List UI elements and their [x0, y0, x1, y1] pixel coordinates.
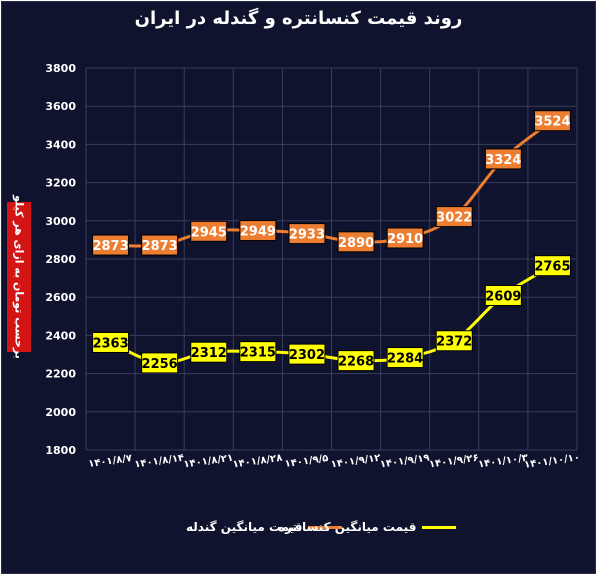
data-label-concentrate: 2302	[289, 348, 325, 363]
x-tick-label: ۱۴۰۱/۸/۲۱	[183, 453, 234, 471]
x-tick-label: ۱۴۰۱/۹/۵	[284, 453, 329, 470]
y-tick-label: 3600	[45, 100, 76, 113]
data-label-pellet: 2873	[142, 239, 178, 254]
y-axis-label-box	[7, 202, 31, 352]
data-label-box-pellet	[435, 206, 473, 228]
data-label-box-concentrate	[533, 255, 571, 277]
y-tick-label: 3000	[45, 215, 76, 228]
y-tick-label: 3200	[45, 177, 76, 190]
x-tick-label: ۱۴۰۱/۸/۲۸	[232, 453, 283, 471]
data-label-box-pellet	[337, 231, 375, 253]
data-label-box-concentrate	[288, 343, 326, 365]
data-label-concentrate: 2268	[338, 355, 374, 370]
y-tick-label: 2000	[45, 406, 76, 419]
legend-swatch-concentrate	[422, 525, 457, 529]
data-label-box-pellet	[386, 227, 424, 249]
y-tick-label: 2400	[45, 329, 76, 342]
data-label-box-concentrate	[337, 350, 375, 372]
x-tick-label: ۱۴۰۱/۹/۱۹	[379, 453, 430, 471]
data-label-box-concentrate	[239, 341, 277, 363]
legend-item-pellet: قیمت میانگین گندله	[186, 520, 343, 534]
legend-label-concentrate: قیمت میانگین کنسانتره	[278, 520, 417, 534]
data-label-box-pellet	[484, 148, 522, 170]
data-label-box-pellet	[533, 110, 571, 132]
data-label-pellet: 2949	[240, 225, 276, 240]
series-line-pellet	[109, 119, 554, 248]
data-label-pellet: 2945	[191, 225, 227, 240]
data-label-box-concentrate	[484, 284, 522, 306]
y-tick-label: 2800	[45, 253, 76, 266]
data-label-pellet: 3524	[534, 115, 570, 130]
data-label-concentrate: 2363	[92, 336, 128, 351]
data-label-pellet: 2910	[387, 232, 423, 247]
data-label-concentrate: 2256	[142, 357, 178, 372]
y-tick-label: 3400	[45, 138, 76, 151]
data-label-pellet: 3022	[436, 211, 472, 226]
x-tick-label: ۱۴۰۱/۹/۲۶	[428, 453, 479, 471]
legend-swatch-pellet	[308, 525, 343, 529]
data-label-box-concentrate	[92, 331, 130, 353]
data-label-box-concentrate	[386, 347, 424, 369]
legend-label-pellet: قیمت میانگین گندله	[186, 520, 303, 534]
data-label-box-pellet	[239, 220, 277, 242]
x-tick-label: ۱۴۰۱/۸/۱۴	[134, 453, 185, 471]
x-tick-label: ۱۴۰۱/۸/۷	[88, 453, 133, 470]
data-label-box-pellet	[141, 234, 179, 256]
x-tick-label: ۱۴۰۱/۱۰/۱۰	[524, 452, 581, 471]
data-label-concentrate: 2609	[485, 289, 521, 304]
y-tick-label: 2200	[45, 368, 76, 381]
data-label-box-concentrate	[190, 341, 228, 363]
data-label-concentrate: 2765	[534, 260, 570, 275]
data-label-pellet: 2873	[92, 239, 128, 254]
data-label-pellet: 3324	[485, 153, 521, 168]
legend-item-concentrate: قیمت میانگین کنسانتره	[278, 520, 457, 534]
data-label-pellet: 2890	[338, 236, 374, 251]
y-tick-label: 1800	[45, 444, 76, 457]
y-tick-label: 2600	[45, 291, 76, 304]
data-label-concentrate: 2315	[240, 346, 276, 361]
x-tick-label: ۱۴۰۱/۹/۱۲	[330, 453, 381, 471]
data-label-pellet: 2933	[289, 228, 325, 243]
series-line-concentrate	[109, 264, 554, 365]
data-label-box-pellet	[92, 234, 130, 256]
data-label-box-concentrate	[435, 330, 473, 352]
data-label-concentrate: 2312	[191, 346, 227, 361]
data-label-concentrate: 2284	[387, 352, 423, 367]
data-label-concentrate: 2372	[436, 335, 472, 350]
data-label-box-concentrate	[141, 352, 179, 374]
data-label-box-pellet	[288, 223, 326, 245]
y-tick-label: 3800	[45, 62, 76, 75]
data-label-box-pellet	[190, 220, 228, 242]
chart-title: روند قیمت کنسانتره و گندله در ایران	[134, 8, 463, 29]
x-tick-label: ۱۴۰۱/۱۰/۳	[477, 453, 528, 471]
